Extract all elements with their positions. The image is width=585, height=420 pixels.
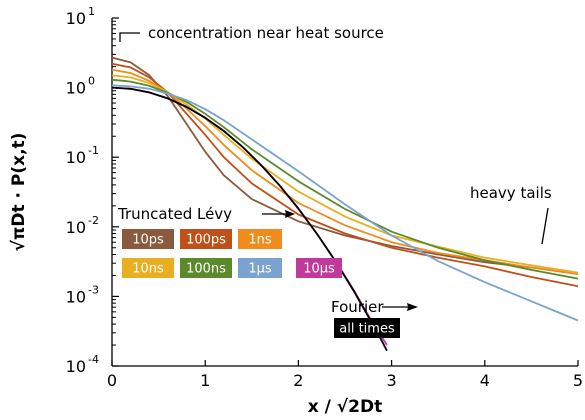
x-tick-label: 0 xyxy=(107,371,117,390)
y-tick-label: 10 xyxy=(66,357,86,376)
y-tick-label: 10 xyxy=(66,79,86,98)
x-tick-label: 3 xyxy=(387,371,397,390)
legend-swatch xyxy=(238,258,282,278)
near-source-pointer xyxy=(119,32,140,42)
all-times-badge xyxy=(334,318,400,338)
annotation-heavy-tails: heavy tails xyxy=(470,184,552,202)
series-line-2 xyxy=(111,68,579,275)
legend-label: 10ps xyxy=(132,233,164,248)
series-line-5 xyxy=(111,84,579,322)
annotations: concentration near heat source heavy tail… xyxy=(117,24,552,338)
annotation-all-times: all times xyxy=(339,322,395,337)
series-line-3 xyxy=(111,74,579,274)
y-tick-exponent: -4 xyxy=(88,353,99,366)
legend-swatch xyxy=(122,258,174,278)
y-tick-label: 10 xyxy=(66,287,86,306)
series-lines xyxy=(111,56,579,352)
legend-label: 10μs xyxy=(303,262,335,277)
y-tick-exponent: -2 xyxy=(88,214,99,227)
legend-swatch xyxy=(180,229,232,249)
legend-swatch xyxy=(296,258,342,278)
y-tick-exponent: -3 xyxy=(88,283,99,296)
series-line-7 xyxy=(111,86,388,352)
y-tick-exponent: 1 xyxy=(88,5,95,18)
heavy-tails-pointer xyxy=(541,207,549,245)
legend-label: 10ns xyxy=(132,262,164,277)
x-tick-label: 4 xyxy=(480,371,490,390)
legend-label: 100ps xyxy=(186,233,226,248)
legend-label: 100ns xyxy=(186,262,226,277)
y-axis-label: √πDt · P(x,t) xyxy=(9,133,29,252)
truncated-levy-arrow-head xyxy=(285,210,295,218)
y-tick-label: 10 xyxy=(66,218,86,237)
annotation-truncated-levy: Truncated Lévy xyxy=(117,205,232,223)
legend-label: 1ns xyxy=(248,233,272,248)
series-line-4 xyxy=(111,78,579,280)
legend-swatch xyxy=(122,229,174,249)
x-tick-label: 2 xyxy=(293,371,303,390)
y-tick-exponent: -1 xyxy=(88,144,99,157)
legend: 10ps 100ps 1ns 10ns 100ns 1μs 10μs xyxy=(122,229,342,278)
series-line-1 xyxy=(111,62,579,288)
x-tick-label: 5 xyxy=(573,371,583,390)
fourier-arrow-head xyxy=(407,303,418,311)
annotation-near-source: concentration near heat source xyxy=(148,24,384,42)
annotation-fourier: Fourier xyxy=(331,298,384,316)
x-tick-label: 1 xyxy=(200,371,210,390)
y-tick-label: 10 xyxy=(66,148,86,167)
y-tick-exponent: 0 xyxy=(88,75,95,88)
x-axis-label: x / √2Dt xyxy=(308,397,382,417)
legend-label: 1μs xyxy=(248,262,272,277)
legend-swatch xyxy=(238,229,282,249)
legend-swatch xyxy=(180,258,232,278)
y-tick-label: 10 xyxy=(66,9,86,28)
